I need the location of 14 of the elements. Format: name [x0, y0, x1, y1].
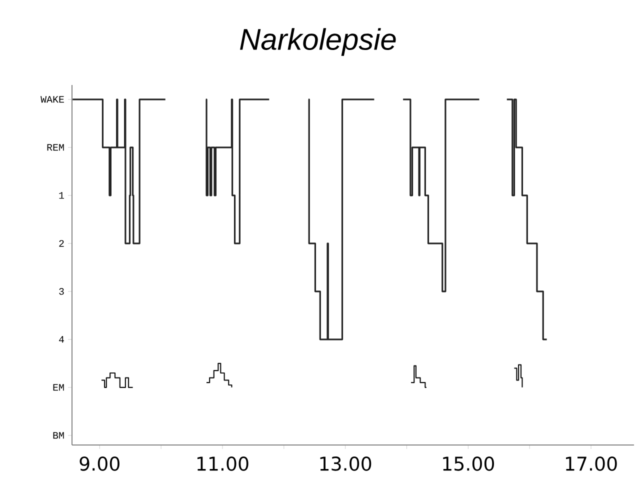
y-tick-label: 4: [59, 336, 64, 343]
chart-title: Narkolepsie: [240, 28, 396, 56]
x-tick-label: 17.00: [566, 456, 617, 471]
y-tick-label: BM: [53, 432, 64, 439]
y-tick-label: REM: [47, 144, 64, 151]
y-tick-label: 2: [59, 240, 64, 247]
y-tick-label: WAKE: [40, 96, 64, 103]
x-tick-label: 13.00: [320, 456, 372, 471]
y-tick-label: EM: [53, 384, 64, 391]
x-tick-label: 11.00: [197, 456, 248, 471]
y-tick-label: 3: [59, 288, 64, 295]
x-tick-label: 15.00: [443, 456, 494, 471]
y-tick-label: 1: [59, 192, 64, 199]
x-tick-label: 9.00: [80, 456, 120, 471]
